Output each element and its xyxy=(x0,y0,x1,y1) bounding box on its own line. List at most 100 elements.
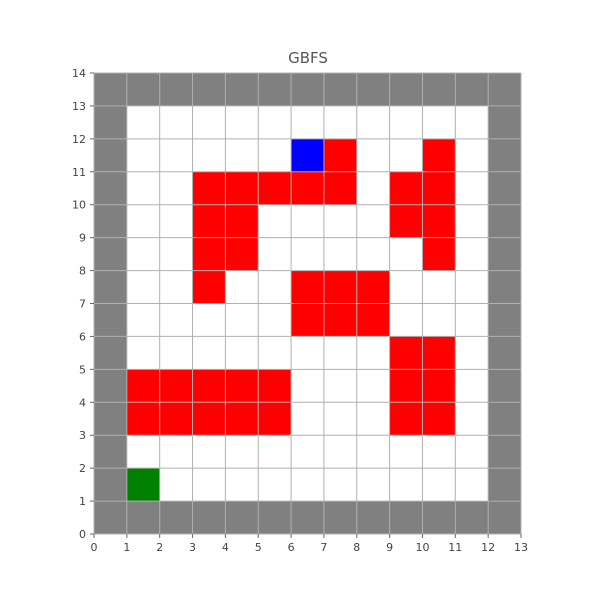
free-cell xyxy=(225,138,259,172)
wall-cell xyxy=(94,402,127,436)
grid-lines xyxy=(93,72,522,535)
explored-cell xyxy=(389,204,423,238)
x-tick-label: 8 xyxy=(353,541,360,554)
y-tick-label: 8 xyxy=(79,265,86,278)
y-tick-label: 12 xyxy=(72,133,86,146)
explored-cell xyxy=(126,369,160,403)
explored-cell xyxy=(192,237,226,271)
explored-cell xyxy=(422,237,456,271)
explored-cell xyxy=(389,336,423,370)
wall-cell xyxy=(94,73,127,106)
free-cell xyxy=(258,303,292,337)
free-cell xyxy=(455,204,489,238)
y-tick-label: 7 xyxy=(79,298,86,311)
explored-cell xyxy=(389,402,423,436)
free-cell xyxy=(455,369,489,403)
free-cell xyxy=(258,237,292,271)
explored-cell xyxy=(192,402,226,436)
x-tick-label: 2 xyxy=(156,541,163,554)
y-tick-label: 13 xyxy=(72,100,86,113)
wall-cell xyxy=(159,501,193,534)
free-cell xyxy=(356,237,390,271)
wall-cell xyxy=(488,204,521,238)
free-cell xyxy=(455,303,489,337)
free-cell xyxy=(291,435,324,469)
wall-cell xyxy=(94,138,127,172)
explored-cell xyxy=(225,171,259,205)
wall-cell xyxy=(323,501,357,534)
wall-cell xyxy=(488,270,521,304)
explored-cell xyxy=(192,270,226,304)
free-cell xyxy=(225,435,259,469)
free-cell xyxy=(291,237,324,271)
free-cell xyxy=(192,138,226,172)
free-cell xyxy=(126,435,160,469)
wall-cell xyxy=(488,105,521,139)
wall-cell xyxy=(94,468,127,502)
explored-cell xyxy=(422,402,456,436)
x-tick-label: 4 xyxy=(222,541,229,554)
free-cell xyxy=(455,171,489,205)
free-cell xyxy=(225,303,259,337)
wall-cell xyxy=(94,435,127,469)
explored-cell xyxy=(389,171,423,205)
free-cell xyxy=(356,435,390,469)
x-tick-label: 6 xyxy=(288,541,295,554)
wall-cell xyxy=(192,501,226,534)
explored-cell xyxy=(159,369,193,403)
explored-cell xyxy=(323,303,357,337)
free-cell xyxy=(356,402,390,436)
x-tick-label: 10 xyxy=(415,541,429,554)
y-tick-label: 11 xyxy=(72,166,86,179)
wall-cell xyxy=(94,270,127,304)
free-cell xyxy=(323,237,357,271)
free-cell xyxy=(192,435,226,469)
explored-cell xyxy=(291,270,324,304)
wall-cell xyxy=(94,501,127,534)
free-cell xyxy=(258,435,292,469)
grid-cells xyxy=(94,73,521,534)
free-cell xyxy=(126,303,160,337)
free-cell xyxy=(323,435,357,469)
free-cell xyxy=(225,336,259,370)
figure-title: GBFS xyxy=(288,49,328,67)
free-cell xyxy=(126,270,160,304)
free-cell xyxy=(258,468,292,502)
free-cell xyxy=(389,468,423,502)
wall-cell xyxy=(258,73,292,106)
free-cell xyxy=(258,336,292,370)
free-cell xyxy=(159,171,193,205)
free-cell xyxy=(225,468,259,502)
free-cell xyxy=(225,270,259,304)
free-cell xyxy=(258,105,292,139)
explored-cell xyxy=(258,171,292,205)
free-cell xyxy=(356,105,390,139)
free-cell xyxy=(159,204,193,238)
free-cell xyxy=(455,435,489,469)
wall-cell xyxy=(389,501,423,534)
wall-cell xyxy=(455,501,489,534)
y-tick-label: 5 xyxy=(79,363,86,376)
explored-cell xyxy=(225,237,259,271)
wall-cell xyxy=(488,468,521,502)
free-cell xyxy=(389,435,423,469)
free-cell xyxy=(258,270,292,304)
wall-cell xyxy=(94,237,127,271)
wall-cell xyxy=(225,501,259,534)
free-cell xyxy=(389,237,423,271)
free-cell xyxy=(356,171,390,205)
explored-cell xyxy=(422,369,456,403)
explored-cell xyxy=(323,138,357,172)
x-tick-label: 12 xyxy=(481,541,495,554)
wall-cell xyxy=(488,336,521,370)
explored-cell xyxy=(356,270,390,304)
free-cell xyxy=(126,336,160,370)
free-cell xyxy=(389,138,423,172)
free-cell xyxy=(291,105,324,139)
wall-cell xyxy=(389,73,423,106)
free-cell xyxy=(192,336,226,370)
explored-cell xyxy=(258,369,292,403)
wall-cell xyxy=(225,73,259,106)
free-cell xyxy=(159,138,193,172)
explored-cell xyxy=(159,402,193,436)
